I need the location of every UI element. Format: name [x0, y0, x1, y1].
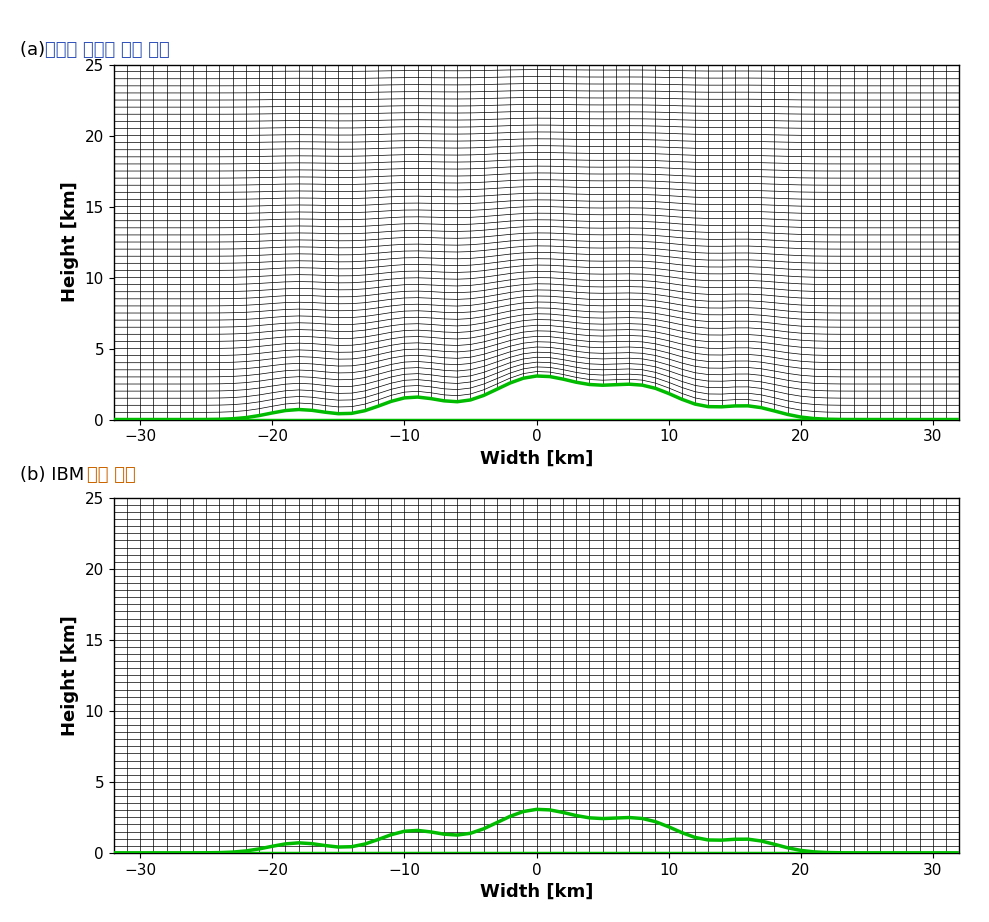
X-axis label: Width [km]: Width [km]	[480, 450, 593, 467]
Text: 격자 체계: 격자 체계	[87, 466, 135, 484]
Text: (a): (a)	[20, 41, 50, 60]
Text: 지형을 따르는 격자 체계: 지형을 따르는 격자 체계	[45, 41, 169, 60]
X-axis label: Width [km]: Width [km]	[480, 883, 593, 901]
Y-axis label: Height [km]: Height [km]	[61, 182, 79, 302]
Y-axis label: Height [km]: Height [km]	[61, 615, 79, 736]
Text: (b) IBM: (b) IBM	[20, 466, 96, 484]
